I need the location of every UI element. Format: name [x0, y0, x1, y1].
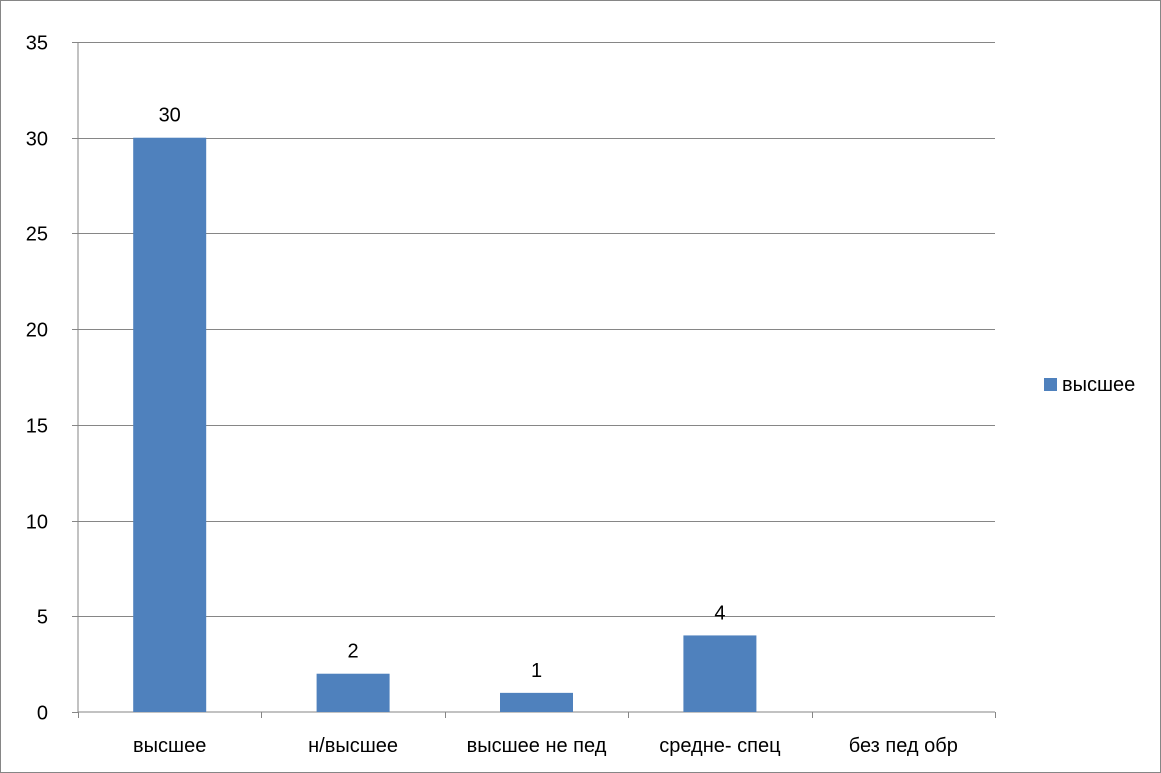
y-ticks: 0 5 10 15 20 25 30 35: [26, 33, 78, 725]
y-tick-label: 10: [26, 512, 48, 534]
y-tick-label: 0: [37, 703, 48, 725]
x-tick-label: высшее: [133, 735, 206, 757]
bars: [133, 137, 757, 712]
x-tick-label: без пед обр: [849, 735, 958, 757]
data-label: 1: [531, 660, 542, 682]
gridlines: [78, 42, 995, 617]
y-tick-label: 30: [26, 129, 48, 151]
x-tick-label: высшее не пед: [467, 735, 607, 757]
y-tick-label: 20: [26, 320, 48, 342]
bar: [133, 137, 207, 712]
x-tick-label: н/высшее: [308, 735, 398, 757]
data-label: 30: [159, 105, 181, 127]
bar: [316, 673, 390, 712]
data-label: 4: [714, 602, 725, 624]
y-tick-label: 15: [26, 416, 48, 438]
legend-label: высшее: [1062, 374, 1135, 396]
data-label: 2: [348, 641, 359, 663]
bar: [683, 635, 757, 712]
legend: высшее: [1044, 374, 1135, 396]
y-tick-label: 25: [26, 224, 48, 246]
y-tick-label: 5: [37, 607, 48, 629]
x-tick-label: средне- спец: [659, 735, 780, 757]
y-tick-label: 35: [26, 33, 48, 55]
x-ticks: высшее н/высшее высшее не пед средне- спец б…: [78, 712, 996, 757]
legend-swatch: [1044, 378, 1057, 391]
data-labels: 30 2 1 4: [159, 105, 726, 682]
bar: [500, 692, 573, 712]
axes: [77, 42, 995, 713]
